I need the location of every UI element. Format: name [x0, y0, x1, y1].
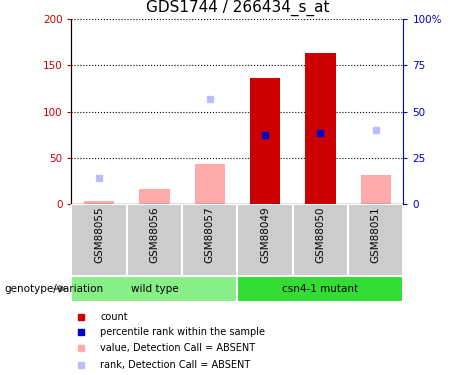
Bar — [195, 164, 225, 204]
Bar — [84, 201, 114, 204]
Text: GSM88056: GSM88056 — [149, 207, 160, 263]
Text: GSM88055: GSM88055 — [94, 207, 104, 263]
Bar — [361, 175, 391, 204]
Text: wild type: wild type — [130, 284, 178, 294]
Text: count: count — [100, 312, 128, 322]
Text: value, Detection Call = ABSENT: value, Detection Call = ABSENT — [100, 343, 255, 353]
Bar — [237, 204, 293, 276]
Bar — [139, 189, 170, 204]
Bar — [71, 204, 127, 276]
Text: percentile rank within the sample: percentile rank within the sample — [100, 327, 265, 337]
Bar — [305, 53, 336, 204]
Bar — [182, 204, 237, 276]
Bar — [127, 204, 182, 276]
Bar — [348, 204, 403, 276]
Bar — [250, 78, 280, 204]
Text: rank, Detection Call = ABSENT: rank, Detection Call = ABSENT — [100, 360, 250, 370]
Bar — [71, 276, 237, 302]
Text: GSM88051: GSM88051 — [371, 207, 381, 263]
Text: genotype/variation: genotype/variation — [5, 285, 104, 294]
Bar — [293, 204, 348, 276]
Text: csn4-1 mutant: csn4-1 mutant — [282, 284, 359, 294]
Bar — [237, 276, 403, 302]
Title: GDS1744 / 266434_s_at: GDS1744 / 266434_s_at — [146, 0, 329, 16]
Text: GSM88057: GSM88057 — [205, 207, 215, 263]
Text: GSM88050: GSM88050 — [315, 207, 325, 263]
Text: GSM88049: GSM88049 — [260, 207, 270, 263]
